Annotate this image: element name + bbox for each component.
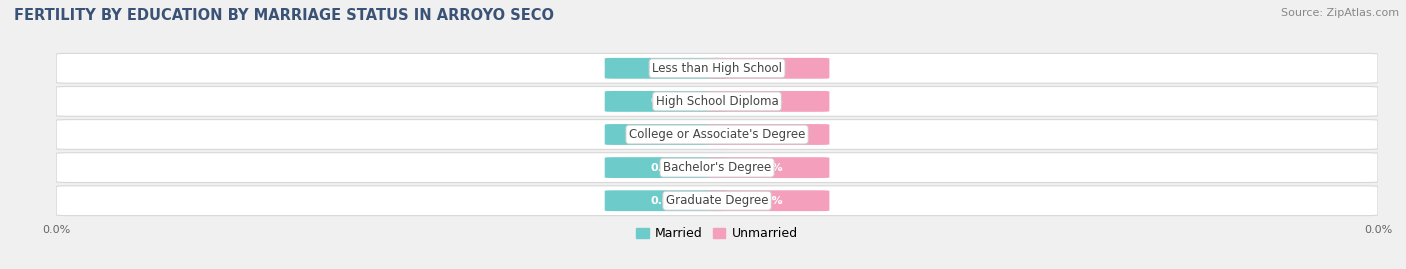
- Legend: Married, Unmarried: Married, Unmarried: [631, 222, 803, 245]
- Text: 0.0%: 0.0%: [754, 96, 783, 107]
- FancyBboxPatch shape: [605, 124, 727, 145]
- Text: 0.0%: 0.0%: [651, 96, 681, 107]
- FancyBboxPatch shape: [707, 157, 830, 178]
- Text: 0.0%: 0.0%: [754, 63, 783, 73]
- FancyBboxPatch shape: [605, 190, 727, 211]
- Text: FERTILITY BY EDUCATION BY MARRIAGE STATUS IN ARROYO SECO: FERTILITY BY EDUCATION BY MARRIAGE STATU…: [14, 8, 554, 23]
- Text: 0.0%: 0.0%: [651, 162, 681, 173]
- Text: 0.0%: 0.0%: [754, 162, 783, 173]
- FancyBboxPatch shape: [56, 120, 1378, 149]
- FancyBboxPatch shape: [707, 190, 830, 211]
- Text: College or Associate's Degree: College or Associate's Degree: [628, 128, 806, 141]
- FancyBboxPatch shape: [56, 53, 1378, 83]
- FancyBboxPatch shape: [56, 87, 1378, 116]
- Text: 0.0%: 0.0%: [754, 129, 783, 140]
- Text: 0.0%: 0.0%: [651, 196, 681, 206]
- Text: Source: ZipAtlas.com: Source: ZipAtlas.com: [1281, 8, 1399, 18]
- Text: Bachelor's Degree: Bachelor's Degree: [664, 161, 770, 174]
- FancyBboxPatch shape: [707, 58, 830, 79]
- Text: Graduate Degree: Graduate Degree: [666, 194, 768, 207]
- Text: 0.0%: 0.0%: [754, 196, 783, 206]
- FancyBboxPatch shape: [56, 153, 1378, 182]
- Text: 0.0%: 0.0%: [651, 129, 681, 140]
- FancyBboxPatch shape: [605, 157, 727, 178]
- FancyBboxPatch shape: [56, 186, 1378, 216]
- FancyBboxPatch shape: [605, 91, 727, 112]
- FancyBboxPatch shape: [605, 58, 727, 79]
- Text: Less than High School: Less than High School: [652, 62, 782, 75]
- FancyBboxPatch shape: [707, 91, 830, 112]
- Text: High School Diploma: High School Diploma: [655, 95, 779, 108]
- FancyBboxPatch shape: [707, 124, 830, 145]
- Text: 0.0%: 0.0%: [651, 63, 681, 73]
